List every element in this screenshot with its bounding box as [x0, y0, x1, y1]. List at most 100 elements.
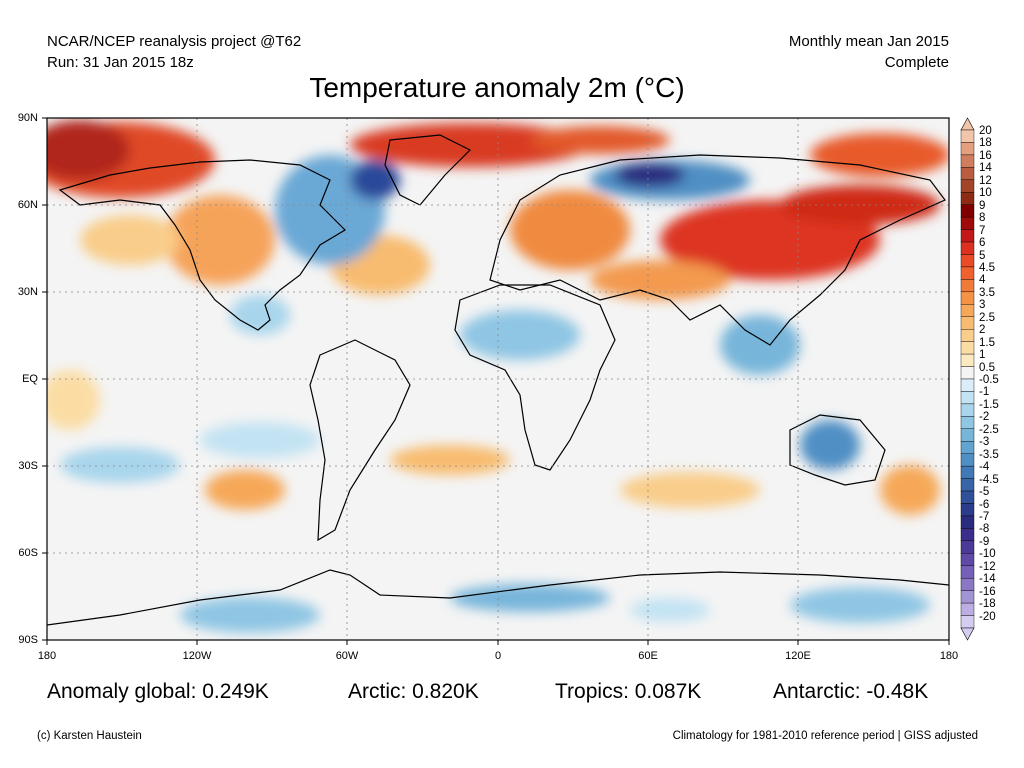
colorbar-label: 3 [979, 299, 986, 312]
colorbar-swatch [960, 428, 975, 442]
colorbar-label: 3.5 [979, 286, 995, 299]
colorbar-label: 16 [979, 149, 992, 162]
colorbar-swatch [960, 366, 975, 380]
stat-global: Anomaly global: 0.249K [47, 680, 269, 703]
colorbar-top-arrow [960, 117, 975, 131]
colorbar-swatch [960, 129, 975, 143]
stat-arctic: Arctic: 0.820K [348, 680, 479, 703]
colorbar-label: 4.5 [979, 261, 995, 274]
colorbar-label: -16 [979, 585, 996, 598]
colorbar-label: 8 [979, 212, 986, 225]
colorbar-label: -1.5 [979, 398, 999, 411]
lat-label: 60S [18, 547, 38, 559]
colorbar-label: -3 [979, 436, 990, 449]
colorbar-swatch [960, 341, 975, 355]
colorbar-label: 18 [979, 137, 992, 150]
copyright: (c) Karsten Haustein [37, 730, 142, 742]
header-right: Monthly mean Jan 2015 Complete [789, 31, 949, 73]
colorbar-label: -10 [979, 548, 996, 561]
colorbar-label: 0.5 [979, 361, 995, 374]
lon-label: 180 [939, 650, 959, 662]
lon-label: 120W [182, 650, 212, 662]
colorbar-label: -2 [979, 411, 990, 424]
stat-tropics: Tropics: 0.087K [555, 680, 702, 703]
colorbar-swatch [960, 291, 975, 305]
colorbar-swatch [960, 615, 975, 629]
period: Monthly mean Jan 2015 [788, 33, 949, 50]
lat-label: 30N [17, 286, 38, 298]
colorbar-swatch [960, 353, 975, 367]
run-time: Run: 31 Jan 2015 18z [47, 54, 194, 71]
colorbar-swatch [960, 490, 975, 504]
colorbar-swatch [960, 441, 975, 454]
lat-label: 90S [18, 634, 38, 646]
colorbar-swatch [960, 316, 975, 330]
colorbar-label: 6 [979, 237, 986, 250]
colorbar-label: 20 [979, 125, 992, 137]
colorbar-label: 4 [979, 274, 986, 287]
colorbar-swatch [960, 279, 975, 293]
model-name: NCAR/NCEP reanalysis project @T62 [47, 33, 302, 50]
colorbar-swatch [960, 528, 975, 542]
colorbar-label: -7 [979, 510, 990, 523]
colorbar-label: 12 [979, 174, 992, 187]
lat-label: 60N [17, 199, 38, 211]
colorbar-label: -9 [979, 535, 990, 548]
colorbar-label: -2.5 [979, 423, 999, 436]
colorbar-swatch [960, 179, 975, 193]
colorbar-swatch [960, 204, 975, 218]
colorbar-swatch [960, 254, 975, 268]
colorbar-swatch [960, 229, 975, 243]
colorbar-swatch [960, 154, 975, 168]
lon-label: 60W [335, 650, 359, 662]
colorbar-swatch [960, 478, 975, 492]
colorbar-label: -3.5 [979, 448, 999, 461]
anomaly-field [47, 118, 949, 640]
colorbar-label: 2 [979, 324, 986, 337]
colorbar-label: -4 [979, 461, 990, 474]
colorbar-bottom-arrow [960, 627, 975, 641]
colorbar-label: -6 [979, 498, 990, 511]
lon-label: 120E [785, 650, 811, 662]
stat-antarctic: Antarctic: -0.48K [773, 680, 929, 703]
lat-label: 90N [17, 112, 38, 124]
coastlines [47, 134, 949, 626]
colorbar-label: 2.5 [979, 311, 995, 324]
graticule [47, 118, 949, 640]
colorbar-label: -12 [979, 560, 996, 573]
colorbar-swatch [960, 304, 975, 317]
colorbar-label: -4.5 [979, 473, 999, 486]
colorbar-label: -8 [979, 523, 990, 536]
completeness: Complete [884, 54, 949, 71]
colorbar-swatch [960, 565, 975, 579]
colorbar-label: 1.5 [979, 336, 995, 349]
colorbar-label: 9 [979, 199, 986, 212]
colorbar-swatch [960, 241, 975, 255]
colorbar-swatch [960, 540, 975, 554]
colorbar-label: 14 [979, 162, 992, 175]
colorbar-swatch [960, 391, 975, 405]
colorbar-swatch [960, 602, 975, 616]
colorbar-label: -14 [979, 573, 996, 586]
colorbar-label: -1 [979, 386, 990, 399]
lon-label: 0 [494, 650, 502, 662]
colorbar-swatch [960, 553, 975, 566]
colorbar-label: -5 [979, 486, 990, 499]
colorbar-label: -20 [979, 610, 996, 623]
colorbar-swatch [960, 578, 975, 591]
colorbar-swatch [960, 216, 975, 230]
colorbar-label: 1 [979, 349, 986, 362]
climatology-note: Climatology for 1981-2010 reference peri… [672, 730, 978, 742]
colorbar-swatch [960, 515, 975, 529]
colorbar-label: 5 [979, 249, 986, 262]
colorbar-swatch [960, 266, 975, 280]
colorbar-swatch [960, 142, 975, 156]
lon-label: 60E [638, 650, 658, 662]
colorbar-swatch [960, 590, 975, 604]
colorbar-swatch [960, 403, 975, 417]
colorbar-label: 10 [979, 187, 992, 200]
colorbar-swatch [960, 465, 975, 479]
colorbar-swatch [960, 378, 975, 392]
map-title: Temperature anomaly 2m (°C) [309, 72, 685, 103]
